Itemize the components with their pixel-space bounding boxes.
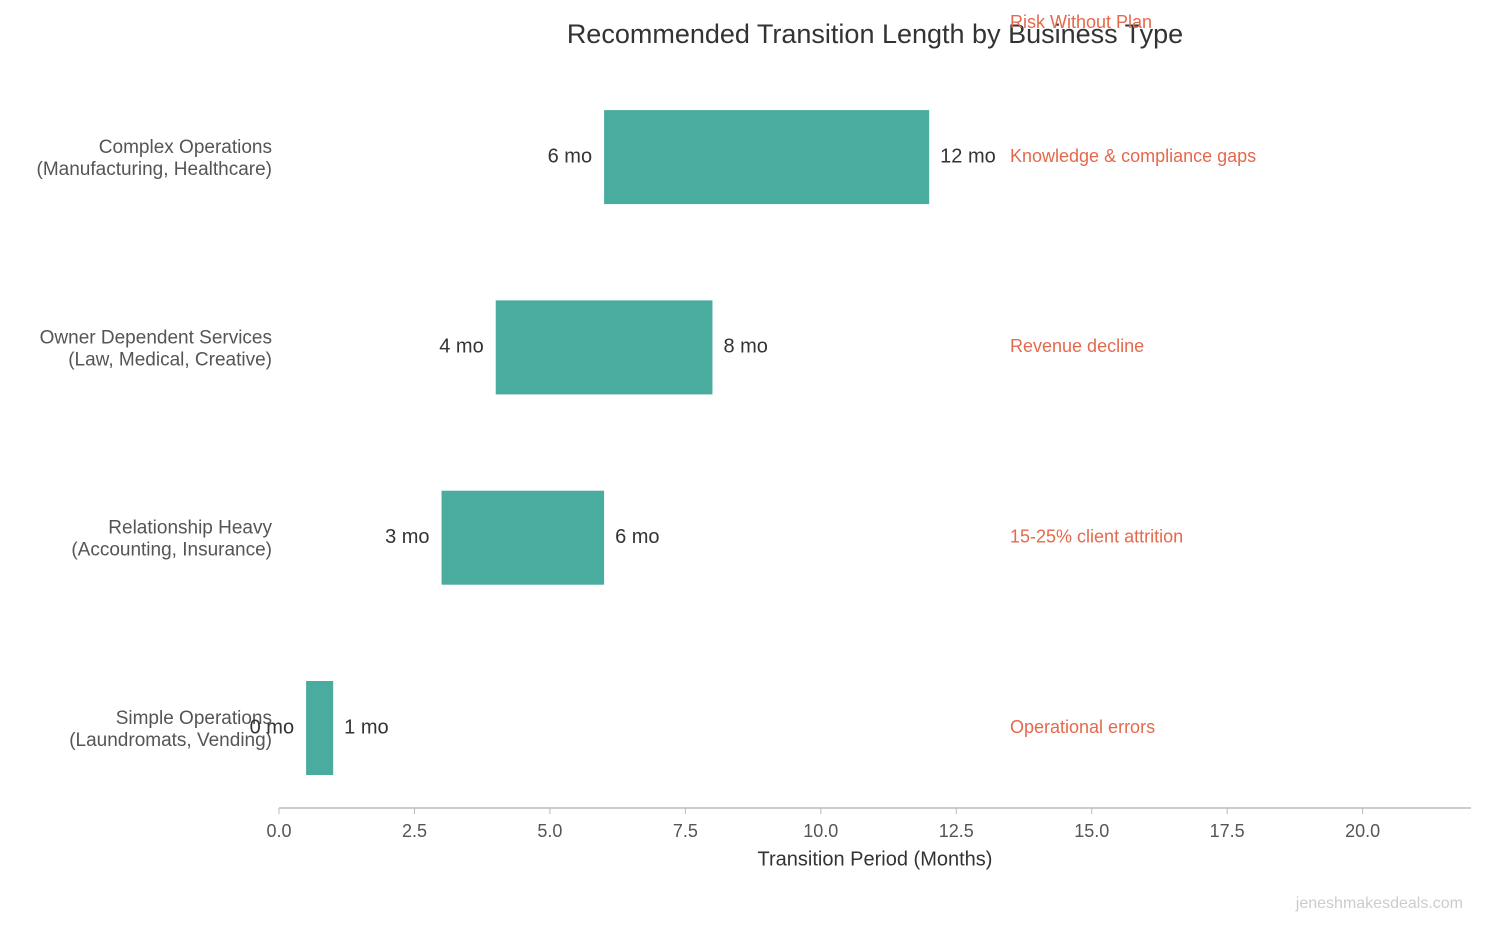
- bar: [495, 300, 713, 395]
- y-tick-label: (Manufacturing, Healthcare): [37, 159, 273, 180]
- y-tick-label: (Laundromats, Vending): [69, 730, 272, 751]
- x-tick-label: 0.0: [266, 821, 291, 841]
- risk-header: Risk Without Plan: [1010, 12, 1152, 32]
- bar: [306, 681, 334, 775]
- end-label: 8 mo: [723, 336, 767, 358]
- start-label: 3 mo: [385, 526, 429, 548]
- y-tick-label: Simple Operations: [116, 708, 272, 729]
- start-label: 6 mo: [548, 145, 592, 167]
- x-tick-label: 10.0: [803, 821, 838, 841]
- x-tick-label: 5.0: [537, 821, 562, 841]
- y-tick-label: Relationship Heavy: [108, 518, 272, 539]
- risk-label: Knowledge & compliance gaps: [1010, 146, 1256, 166]
- start-label: 4 mo: [439, 336, 483, 358]
- x-tick-label: 12.5: [939, 821, 974, 841]
- y-tick-label: (Accounting, Insurance): [71, 540, 272, 561]
- x-tick-label: 20.0: [1345, 821, 1380, 841]
- x-tick-label: 2.5: [402, 821, 427, 841]
- end-label: 6 mo: [615, 526, 659, 548]
- chart-title: Recommended Transition Length by Busines…: [567, 19, 1183, 49]
- x-tick-label: 7.5: [673, 821, 698, 841]
- risk-label: Operational errors: [1010, 717, 1155, 737]
- start-label: 0 mo: [250, 716, 294, 738]
- risk-label: 15-25% client attrition: [1010, 526, 1183, 546]
- y-tick-label: Owner Dependent Services: [40, 327, 272, 348]
- y-tick-label: (Law, Medical, Creative): [68, 349, 272, 370]
- end-label: 12 mo: [940, 145, 996, 167]
- watermark: jeneshmakesdeals.com: [1295, 895, 1463, 912]
- bar: [441, 490, 605, 585]
- risk-label: Revenue decline: [1010, 336, 1144, 356]
- x-tick-label: 15.0: [1074, 821, 1109, 841]
- y-tick-label: Complex Operations: [99, 137, 272, 158]
- x-tick-label: 17.5: [1210, 821, 1245, 841]
- end-label: 1 mo: [344, 716, 388, 738]
- bar: [604, 110, 930, 205]
- x-axis-label: Transition Period (Months): [758, 848, 993, 870]
